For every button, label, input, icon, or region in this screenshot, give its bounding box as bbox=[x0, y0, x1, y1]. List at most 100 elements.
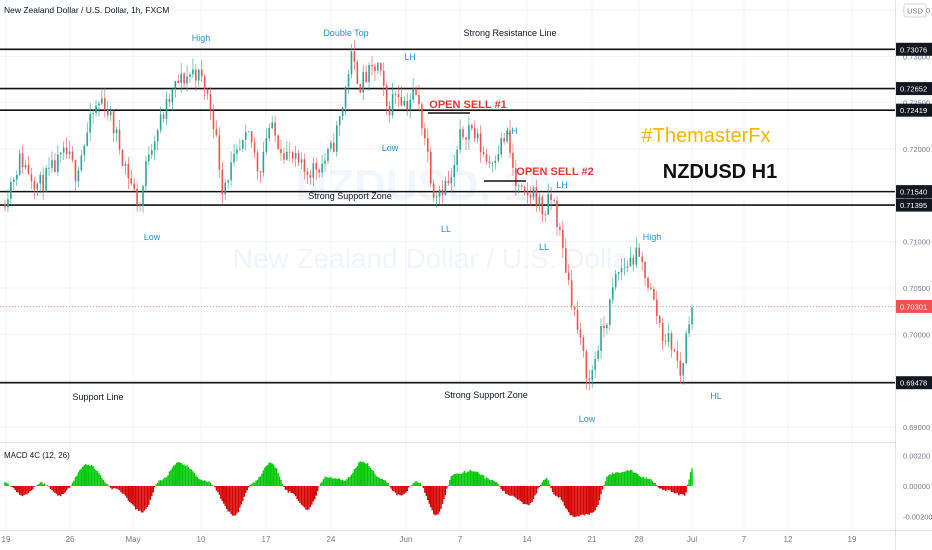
candle-body bbox=[10, 182, 12, 200]
macd-bar bbox=[233, 486, 235, 516]
candle-body bbox=[42, 174, 44, 191]
candle-body bbox=[98, 103, 100, 106]
candle-body bbox=[482, 151, 485, 155]
macd-bar bbox=[460, 473, 463, 486]
macd-bar bbox=[653, 482, 655, 486]
macd-bar bbox=[663, 486, 665, 490]
annotation-label: LH bbox=[556, 180, 568, 190]
macd-bar bbox=[33, 486, 36, 487]
macd-bar bbox=[259, 476, 262, 486]
macd-bar bbox=[635, 472, 637, 486]
currency-badge-box[interactable] bbox=[903, 3, 927, 18]
macd-bar bbox=[641, 477, 643, 486]
macd-bar bbox=[180, 462, 182, 486]
candle-body bbox=[253, 142, 256, 153]
macd-bar bbox=[127, 486, 130, 501]
macd-bar bbox=[109, 486, 112, 488]
macd-bar bbox=[528, 486, 530, 506]
macd-bar bbox=[534, 486, 536, 496]
candle-body bbox=[312, 163, 315, 178]
candle-body bbox=[48, 167, 50, 169]
macd-bar bbox=[353, 469, 356, 486]
time-tick-label: 10 bbox=[197, 535, 206, 544]
macd-bar bbox=[18, 486, 21, 495]
macd-bar bbox=[503, 486, 505, 491]
macd-bar bbox=[262, 470, 265, 486]
candle-body bbox=[330, 142, 332, 149]
annotation-label: Strong Support Zone bbox=[444, 390, 528, 400]
macd-bar bbox=[409, 485, 411, 487]
candle-body bbox=[300, 159, 303, 163]
macd-bar bbox=[670, 486, 673, 493]
macd-bar bbox=[132, 486, 134, 505]
candle-body bbox=[391, 94, 394, 116]
annotation-label: Low bbox=[579, 414, 596, 424]
macd-bar bbox=[86, 465, 88, 486]
macd-bar bbox=[73, 480, 75, 486]
macd-bar bbox=[363, 462, 366, 486]
candle-body bbox=[567, 272, 570, 281]
time-tick-label: Jul bbox=[687, 535, 697, 544]
macd-bar bbox=[591, 486, 593, 513]
macd-bar bbox=[634, 472, 636, 486]
macd-bar bbox=[322, 479, 325, 486]
candle-body bbox=[661, 322, 664, 341]
candle-body bbox=[45, 168, 47, 191]
candle-body bbox=[424, 128, 426, 139]
macd-bar bbox=[297, 486, 300, 501]
candle-body bbox=[650, 287, 652, 290]
candle-body bbox=[197, 69, 200, 81]
macd-bar bbox=[629, 469, 632, 486]
candle-body bbox=[614, 273, 617, 288]
candle-body bbox=[318, 169, 320, 173]
candle-body bbox=[230, 162, 232, 181]
macd-bar bbox=[123, 486, 125, 494]
macd-bar bbox=[387, 482, 389, 486]
macd-bar bbox=[681, 486, 683, 495]
macd-bar bbox=[290, 486, 292, 494]
macd-bar bbox=[67, 486, 69, 489]
macd-bar bbox=[215, 486, 218, 491]
macd-bar bbox=[493, 480, 495, 486]
macd-bar bbox=[193, 473, 196, 486]
macd-bar bbox=[249, 484, 251, 486]
macd-bar bbox=[519, 486, 521, 501]
candle-body bbox=[506, 130, 508, 142]
candle-body bbox=[656, 299, 658, 317]
candle-body bbox=[239, 148, 241, 150]
macd-bar bbox=[300, 486, 303, 505]
current-price-tag bbox=[896, 299, 932, 313]
macd-bar bbox=[485, 477, 488, 486]
candle-body bbox=[541, 196, 544, 215]
candle-body bbox=[385, 85, 388, 106]
candle-body bbox=[244, 132, 247, 140]
time-tick-label: 14 bbox=[523, 535, 532, 544]
macd-bar bbox=[459, 473, 461, 486]
currency-badge[interactable]: USD bbox=[907, 7, 923, 16]
annotation-label: LL bbox=[539, 242, 549, 252]
macd-bar bbox=[199, 479, 201, 486]
candle-body bbox=[57, 154, 59, 173]
candle-body bbox=[162, 114, 165, 119]
macd-bar bbox=[664, 486, 667, 491]
macd-bar bbox=[570, 486, 573, 516]
price-level-tag bbox=[896, 198, 932, 212]
macd-bar bbox=[76, 475, 78, 486]
candle-body bbox=[139, 204, 141, 206]
macd-bar bbox=[394, 486, 397, 493]
candle-body bbox=[485, 154, 488, 162]
candle-body bbox=[550, 194, 552, 200]
macd-bar bbox=[437, 486, 439, 515]
macd-bar bbox=[220, 486, 222, 499]
macd-bar bbox=[164, 477, 166, 486]
macd-bar bbox=[228, 486, 231, 512]
macd-bar bbox=[271, 463, 273, 486]
macd-bar bbox=[294, 486, 297, 497]
macd-bar bbox=[261, 473, 263, 486]
macd-bar bbox=[309, 486, 312, 508]
macd-bar bbox=[39, 482, 41, 486]
macd-bar bbox=[584, 486, 586, 516]
macd-bar bbox=[626, 470, 629, 486]
